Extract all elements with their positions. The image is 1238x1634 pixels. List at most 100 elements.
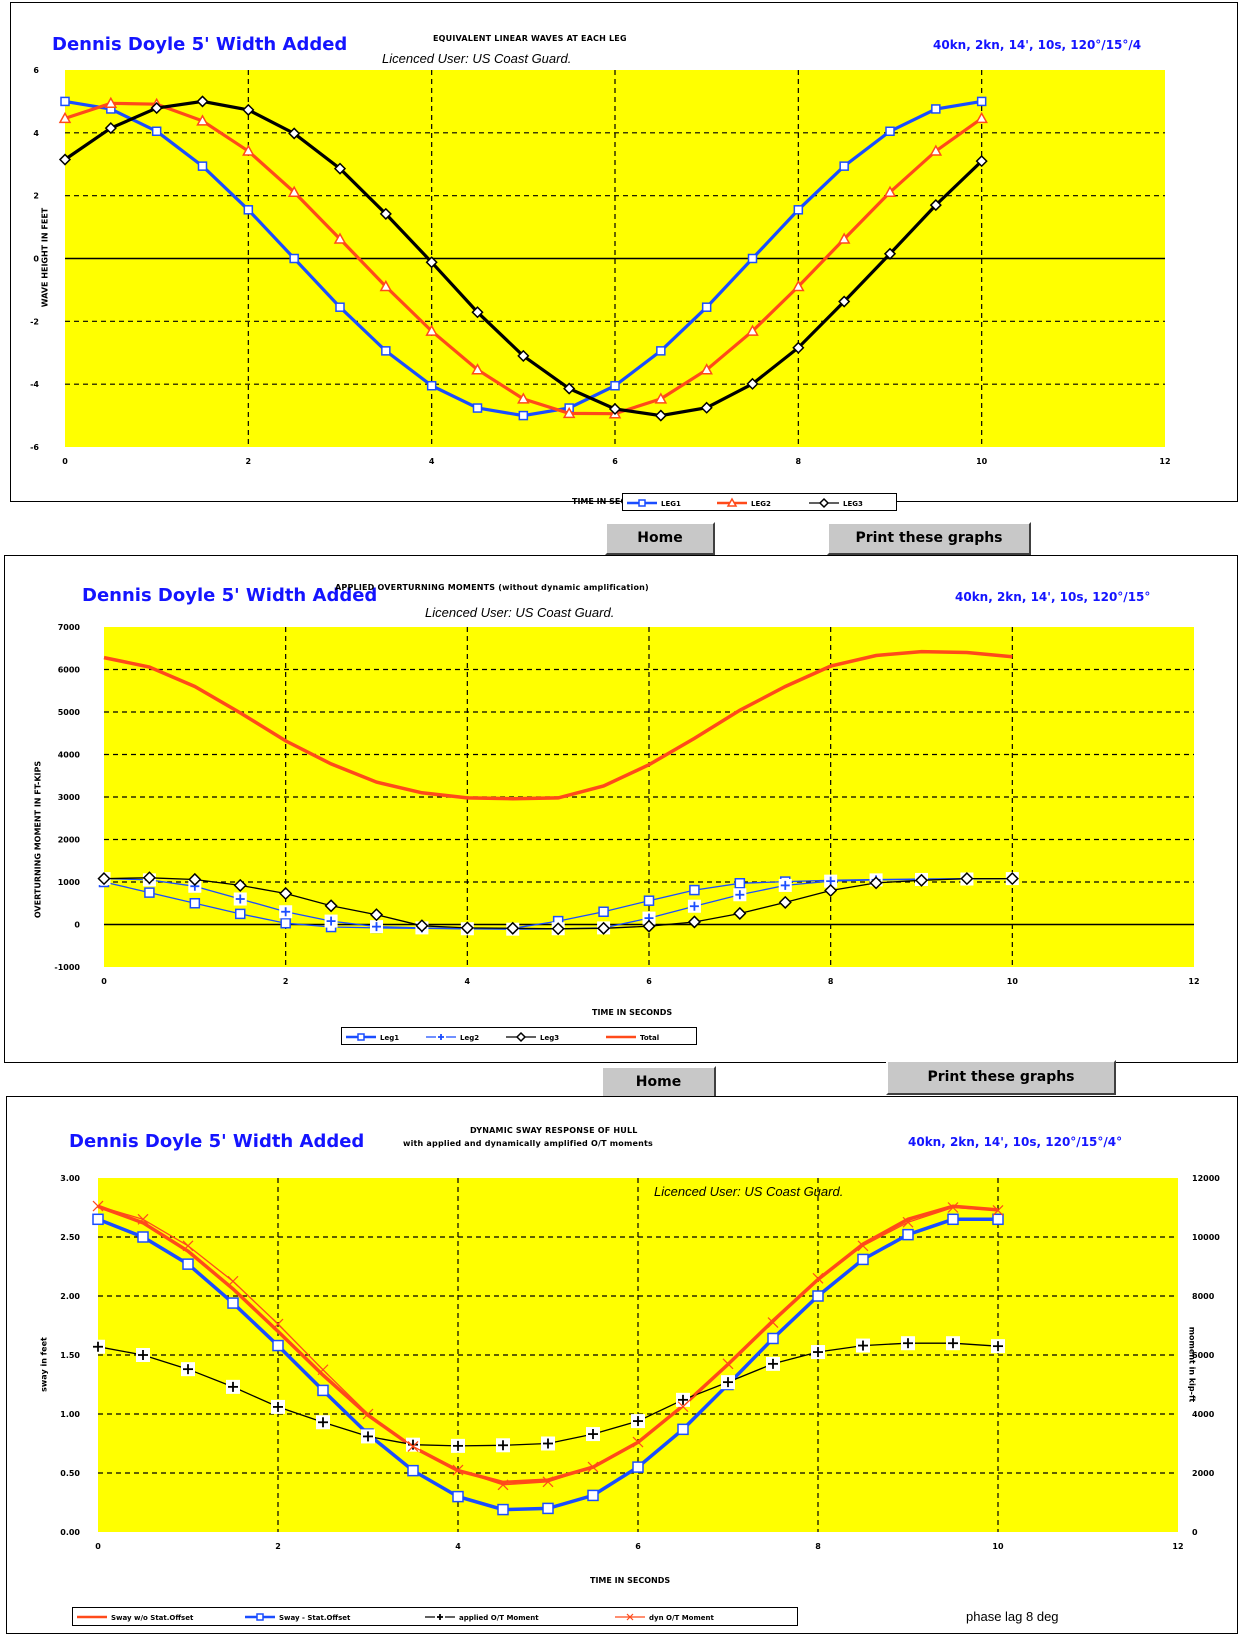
y-tick-label: 3000: [58, 793, 81, 802]
data-point: [883, 185, 897, 197]
data-point: [233, 878, 247, 892]
data-point: [687, 915, 701, 929]
data-point: [586, 1427, 600, 1442]
x-tick-label: 10: [1007, 977, 1019, 986]
y2-tick-label: 10000: [1192, 1233, 1220, 1242]
data-point: [991, 1339, 1005, 1354]
data-point: [137, 1213, 149, 1225]
data-point: [656, 346, 666, 356]
data-point: [197, 161, 208, 171]
data-point: [767, 1332, 779, 1345]
data-point: [811, 1345, 825, 1360]
data-point: [722, 1358, 734, 1370]
data-point: [597, 921, 611, 935]
x-tick-label: 6: [635, 1542, 641, 1551]
data-point: [333, 232, 347, 244]
data-point: [188, 872, 202, 887]
data-point: [226, 1379, 240, 1394]
y-tick-label: 4: [33, 129, 39, 138]
print-graphs-button-1[interactable]: Print these graphs: [827, 522, 1031, 555]
data-point: [929, 199, 942, 212]
x-tick-label: 6: [612, 457, 618, 466]
data-point: [902, 1216, 914, 1228]
x-tick-label: 10: [976, 457, 988, 466]
print-graphs-button-2[interactable]: Print these graphs: [886, 1060, 1116, 1095]
data-point: [189, 898, 201, 909]
data-point: [369, 908, 384, 922]
data-point: [837, 232, 851, 244]
data-point: [425, 256, 438, 269]
data-point: [142, 871, 156, 885]
data-point: [746, 324, 759, 336]
y2-tick-label: 12000: [1192, 1174, 1220, 1183]
legend-marker: [726, 497, 738, 507]
home-button-1[interactable]: Home: [605, 522, 715, 555]
data-point: [587, 1461, 599, 1473]
y-tick-label: 1000: [58, 878, 81, 887]
data-point: [235, 908, 246, 920]
data-point: [91, 1339, 105, 1354]
y-tick-label: 0: [74, 921, 80, 930]
data-point: [838, 295, 851, 308]
y2-tick-label: 4000: [1192, 1410, 1215, 1419]
data-point: [721, 1375, 735, 1390]
data-point: [642, 911, 656, 925]
data-point: [288, 127, 301, 140]
data-point: [452, 1464, 464, 1476]
data-point: [379, 207, 392, 220]
data-point: [196, 114, 209, 126]
y-tick-label: 2000: [58, 836, 81, 845]
data-point: [1005, 872, 1019, 886]
data-point: [551, 922, 565, 936]
y-tick-label: 0: [33, 255, 39, 264]
wave-chart-licence: Licenced User: US Coast Guard.: [382, 51, 572, 66]
data-point: [104, 122, 117, 135]
legend-marker: [436, 1032, 446, 1042]
y-tick-label: 6: [33, 66, 39, 75]
series-line-applied-o-t-moment: [97, 1342, 999, 1447]
data-point: [812, 1272, 824, 1284]
data-point: [92, 1213, 104, 1226]
data-point: [233, 892, 247, 906]
y-tick-label: -2: [30, 317, 39, 326]
data-point: [654, 409, 667, 422]
y-tick-label: 6000: [58, 666, 81, 675]
data-point: [506, 921, 520, 935]
data-point: [407, 1464, 419, 1477]
data-point: [733, 906, 747, 921]
data-point: [562, 406, 576, 419]
data-point: [631, 1414, 645, 1429]
data-point: [992, 1205, 1004, 1216]
data-point: [425, 324, 438, 336]
data-point: [929, 144, 943, 156]
data-point: [824, 874, 838, 888]
data-point: [960, 872, 974, 886]
data-point: [451, 1438, 465, 1453]
data-point: [975, 155, 988, 168]
data-point: [227, 1297, 239, 1309]
data-point: [227, 1275, 239, 1287]
legend-marker: [818, 497, 830, 509]
data-point: [733, 888, 747, 902]
data-point: [563, 382, 576, 395]
data-point: [518, 410, 529, 421]
data-point: [885, 126, 895, 137]
moment-chart-legend: Leg1 Leg2 Leg3 Total: [341, 1027, 697, 1045]
data-point: [632, 1436, 644, 1448]
y-tick-label: 3.00: [60, 1174, 80, 1183]
data-point: [381, 346, 391, 356]
legend-label: Total: [640, 1034, 659, 1042]
y2-tick-label: 0: [1192, 1528, 1198, 1537]
x-tick-label: 2: [275, 1542, 281, 1551]
sway-chart-subtitle: with applied and dynamically amplified O…: [403, 1139, 653, 1148]
data-point: [792, 279, 805, 292]
data-point: [92, 1200, 104, 1212]
data-point: [181, 1362, 195, 1377]
data-point: [778, 878, 792, 892]
y-tick-label: 2.00: [60, 1292, 80, 1301]
data-point: [333, 162, 347, 175]
x-tick-label: 4: [429, 457, 435, 466]
legend-label: Leg1: [380, 1034, 399, 1042]
data-point: [812, 1290, 824, 1302]
sway-chart-legend: Sway w/o Stat.Offset Sway - Stat.Offset ap…: [72, 1607, 798, 1626]
